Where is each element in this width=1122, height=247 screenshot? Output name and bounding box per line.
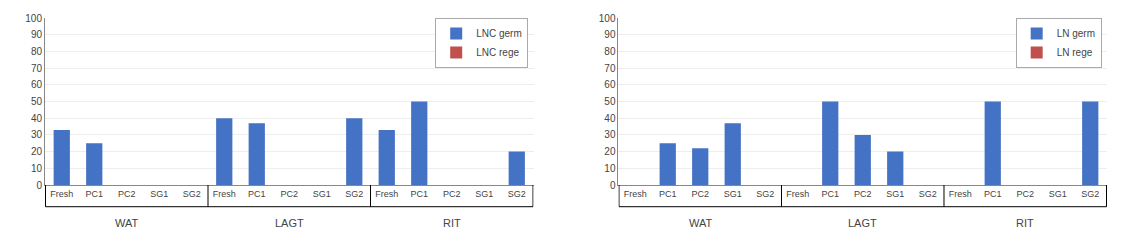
- svg-text:SG2: SG2: [508, 189, 526, 199]
- svg-text:80: 80: [604, 46, 616, 57]
- svg-text:WAT: WAT: [115, 217, 138, 229]
- svg-text:PC1: PC1: [85, 189, 103, 199]
- svg-text:40: 40: [31, 113, 43, 124]
- svg-text:100: 100: [599, 13, 616, 24]
- svg-text:PC1: PC1: [984, 189, 1002, 199]
- svg-text:LAGT: LAGT: [275, 217, 304, 229]
- svg-text:100: 100: [25, 13, 42, 24]
- svg-text:LN germ: LN germ: [1057, 28, 1095, 39]
- svg-text:50: 50: [604, 96, 616, 107]
- svg-text:Fresh: Fresh: [50, 189, 73, 199]
- svg-text:WAT: WAT: [689, 217, 712, 229]
- svg-text:PC2: PC2: [854, 189, 872, 199]
- svg-text:40: 40: [604, 113, 616, 124]
- svg-text:SG1: SG1: [150, 189, 168, 199]
- svg-text:SG2: SG2: [1081, 189, 1099, 199]
- svg-text:Fresh: Fresh: [786, 189, 809, 199]
- svg-text:PC1: PC1: [659, 189, 677, 199]
- svg-text:RIT: RIT: [443, 217, 461, 229]
- svg-text:70: 70: [31, 63, 43, 74]
- svg-text:0: 0: [36, 180, 42, 191]
- svg-text:PC2: PC2: [691, 189, 709, 199]
- svg-text:Fresh: Fresh: [949, 189, 972, 199]
- svg-text:0: 0: [610, 180, 616, 191]
- svg-text:SG1: SG1: [1049, 189, 1067, 199]
- svg-text:LNC germ: LNC germ: [476, 28, 522, 39]
- svg-text:50: 50: [31, 96, 43, 107]
- svg-text:Fresh: Fresh: [624, 189, 647, 199]
- svg-text:70: 70: [604, 63, 616, 74]
- svg-text:LAGT: LAGT: [848, 217, 877, 229]
- svg-text:20: 20: [604, 146, 616, 157]
- svg-text:SG2: SG2: [183, 189, 201, 199]
- svg-text:10: 10: [31, 163, 43, 174]
- svg-text:10: 10: [604, 163, 616, 174]
- svg-text:PC2: PC2: [281, 189, 299, 199]
- svg-text:90: 90: [31, 29, 43, 40]
- svg-text:80: 80: [31, 46, 43, 57]
- svg-text:30: 30: [604, 129, 616, 140]
- svg-text:PC1: PC1: [821, 189, 839, 199]
- svg-text:SG2: SG2: [919, 189, 937, 199]
- svg-text:60: 60: [31, 79, 43, 90]
- svg-text:SG1: SG1: [475, 189, 493, 199]
- svg-text:PC2: PC2: [118, 189, 136, 199]
- svg-text:Fresh: Fresh: [375, 189, 398, 199]
- svg-text:SG1: SG1: [313, 189, 331, 199]
- svg-text:SG2: SG2: [756, 189, 774, 199]
- svg-text:LN rege: LN rege: [1057, 47, 1093, 58]
- svg-text:PC1: PC1: [248, 189, 266, 199]
- svg-text:PC2: PC2: [443, 189, 461, 199]
- svg-text:90: 90: [604, 29, 616, 40]
- svg-text:LNC rege: LNC rege: [476, 47, 519, 58]
- svg-text:Fresh: Fresh: [213, 189, 236, 199]
- svg-text:30: 30: [31, 129, 43, 140]
- svg-text:PC1: PC1: [411, 189, 429, 199]
- svg-text:60: 60: [604, 79, 616, 90]
- svg-text:20: 20: [31, 146, 43, 157]
- svg-text:SG1: SG1: [886, 189, 904, 199]
- svg-text:PC2: PC2: [1016, 189, 1034, 199]
- svg-text:RIT: RIT: [1016, 217, 1034, 229]
- svg-text:SG2: SG2: [345, 189, 363, 199]
- svg-text:SG1: SG1: [724, 189, 742, 199]
